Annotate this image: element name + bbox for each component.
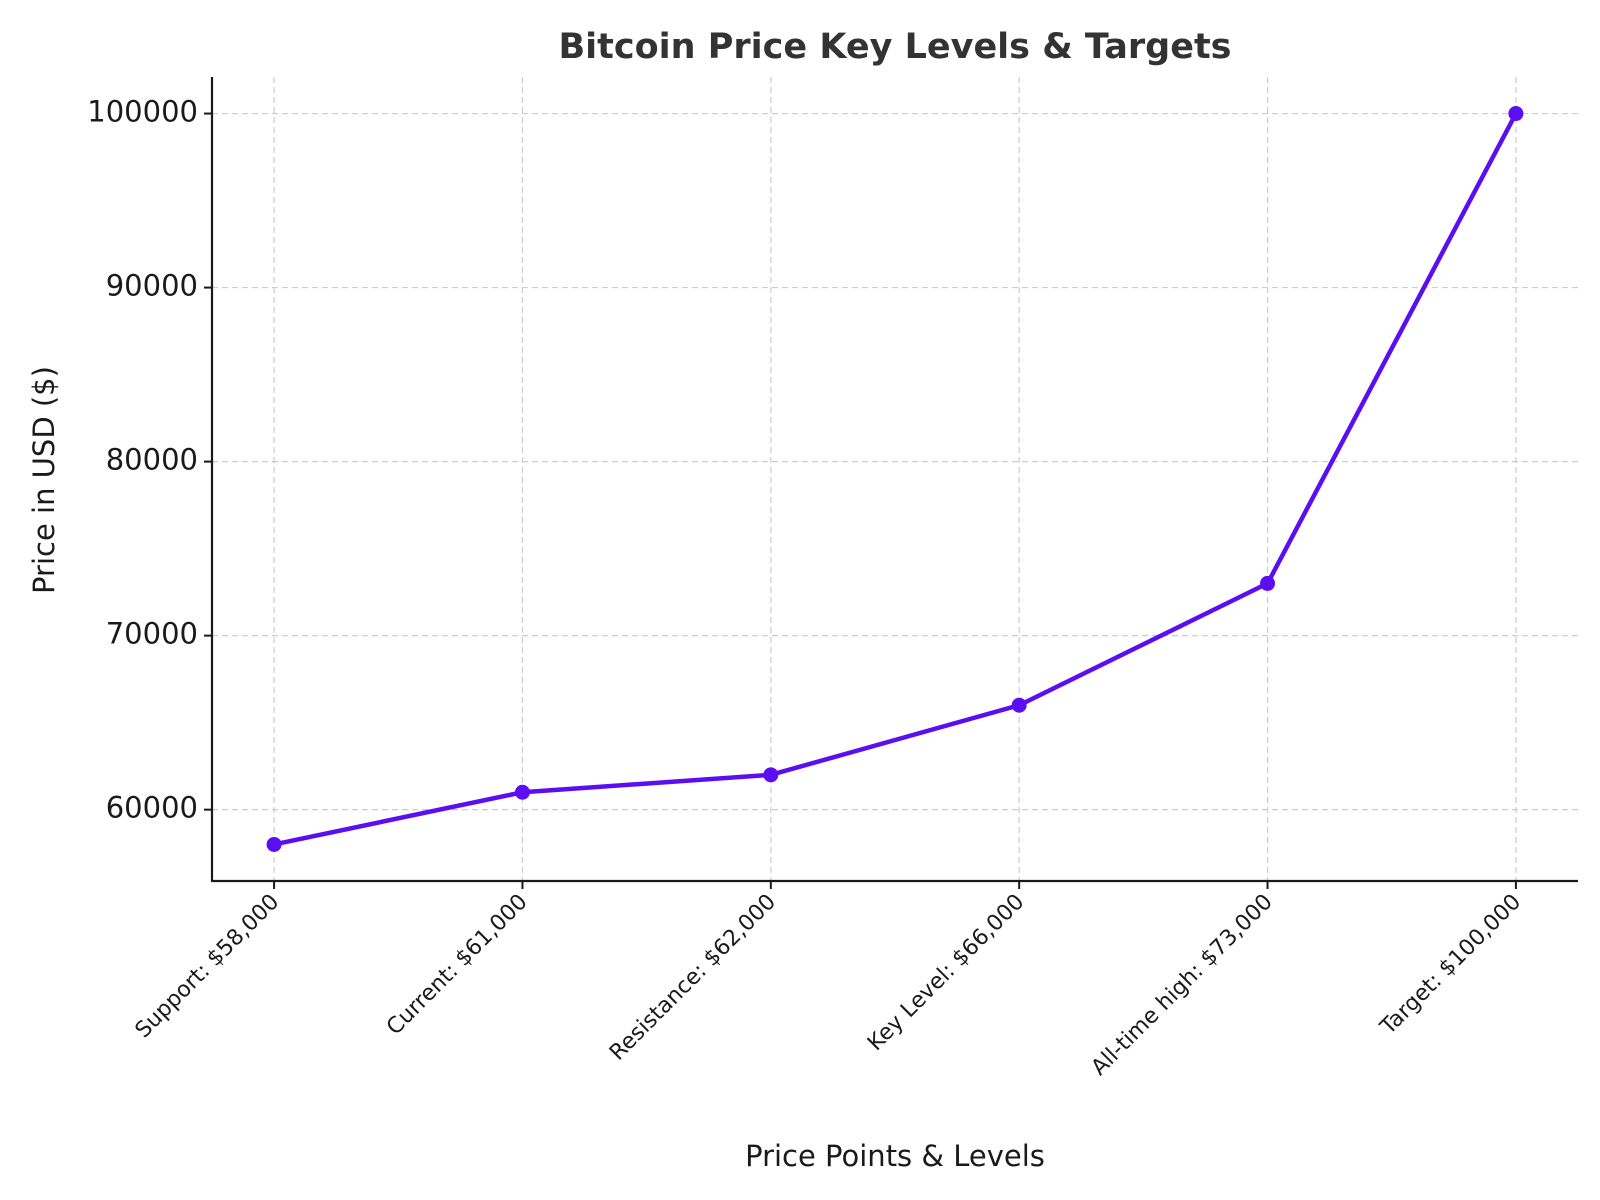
data-point: [1508, 106, 1524, 122]
chart-title: Bitcoin Price Key Levels & Targets: [558, 27, 1231, 67]
y-axis-ticks: 60000 70000 80000 90000 100000: [87, 95, 212, 825]
y-tick-label: 70000: [106, 617, 198, 651]
x-axis-label: Price Points & Levels: [745, 1139, 1045, 1173]
grid-lines: [212, 77, 1578, 881]
x-tick-label: All-time high: $73,000: [1087, 890, 1278, 1081]
x-tick-label: Support: $58,000: [131, 890, 285, 1044]
y-tick-label: 60000: [106, 791, 198, 825]
y-tick-label: 80000: [106, 443, 198, 477]
data-point: [514, 784, 530, 800]
data-point: [1011, 697, 1027, 713]
x-tick-label: Target: $100,000: [1375, 890, 1526, 1041]
y-tick-label: 100000: [87, 95, 198, 129]
y-axis-label: Price in USD ($): [27, 366, 61, 594]
y-tick-label: 90000: [106, 269, 198, 303]
x-tick-label: Current: $61,000: [382, 890, 533, 1041]
data-point: [1260, 575, 1276, 591]
x-tick-label: Resistance: $62,000: [605, 890, 781, 1066]
x-axis-ticks: Support: $58,000 Current: $61,000 Resistan…: [131, 881, 1526, 1081]
series-price: [266, 106, 1524, 852]
x-tick-label: Key Level: $66,000: [863, 890, 1029, 1056]
data-point: [763, 767, 779, 783]
data-point: [266, 836, 282, 852]
series-line: [273, 112, 1518, 847]
